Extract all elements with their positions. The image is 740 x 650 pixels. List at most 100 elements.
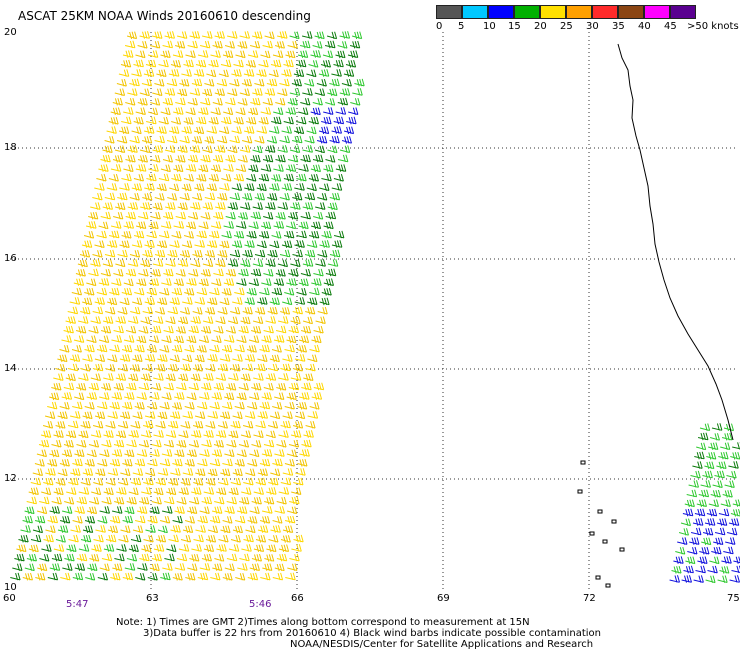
wind-barb	[186, 506, 198, 515]
wind-barb	[130, 306, 141, 315]
wind-barb	[69, 354, 81, 362]
wind-barb	[163, 382, 174, 391]
wind-barb	[313, 211, 324, 220]
wind-barb	[51, 553, 63, 562]
wind-barb	[139, 496, 150, 505]
wind-barb	[142, 363, 153, 372]
wind-barb	[265, 373, 277, 381]
wind-barb	[43, 534, 54, 543]
wind-barb	[154, 78, 165, 87]
wind-barb	[215, 316, 226, 325]
wind-barb	[206, 69, 217, 78]
wind-barb	[110, 221, 122, 229]
wind-barb	[30, 534, 42, 543]
wind-barb	[305, 420, 316, 429]
wind-barb	[278, 373, 289, 381]
wind-barb	[224, 392, 235, 401]
wind-barb	[155, 534, 167, 543]
wind-barb	[273, 221, 285, 229]
wind-barb	[198, 278, 209, 287]
wind-barb	[323, 164, 334, 173]
wind-barb	[122, 572, 134, 581]
wind-barb	[234, 344, 245, 353]
wind-barb	[284, 458, 295, 467]
wind-barb	[92, 249, 103, 258]
wind-barb	[272, 572, 284, 581]
wind-barb	[265, 430, 276, 439]
wind-barb	[168, 534, 179, 543]
wind-barb	[220, 59, 232, 68]
wind-barb	[248, 164, 259, 173]
wind-barb	[105, 306, 116, 315]
wind-barb	[105, 534, 117, 543]
wind-barb	[311, 335, 322, 344]
wind-barb	[228, 373, 239, 381]
wind-barb	[135, 107, 146, 115]
wind-barb	[178, 544, 190, 552]
wind-barb	[132, 297, 143, 306]
wind-barb	[153, 544, 165, 552]
wind-barb	[226, 439, 237, 448]
wind-barb	[96, 173, 107, 182]
wind-barb	[242, 306, 253, 315]
wind-barb	[70, 525, 81, 533]
wind-barb	[111, 392, 123, 400]
wind-barb	[219, 240, 230, 249]
wind-barb	[80, 306, 91, 315]
wind-barb	[251, 31, 263, 39]
wind-barb	[163, 211, 174, 220]
wind-barb	[681, 575, 692, 583]
wind-barb	[167, 363, 179, 372]
wind-barb	[104, 192, 116, 201]
wind-barb	[200, 154, 211, 163]
wind-barb	[198, 107, 209, 115]
wind-barb	[211, 392, 223, 400]
wind-barb	[216, 78, 228, 87]
wind-barb	[187, 154, 199, 163]
wind-barb	[272, 516, 283, 524]
legend-swatch-5	[566, 5, 592, 19]
wind-barb	[92, 192, 103, 201]
wind-barb	[213, 382, 225, 391]
wind-barb	[102, 316, 114, 324]
wind-barb	[22, 572, 33, 581]
wind-barb	[179, 249, 191, 258]
wind-barb	[189, 31, 201, 39]
wind-barb	[148, 164, 159, 172]
wind-barb	[276, 439, 287, 448]
wind-barb	[287, 40, 298, 49]
wind-barb	[228, 430, 239, 439]
wind-barb	[261, 506, 273, 514]
wind-barb	[110, 164, 122, 172]
wind-barb	[239, 145, 251, 153]
island	[597, 509, 603, 514]
wind-barb	[263, 325, 274, 334]
wind-barb	[263, 268, 274, 277]
wind-barb	[118, 534, 129, 543]
wind-barb	[115, 316, 126, 324]
wind-barb	[190, 373, 201, 382]
wind-barb	[134, 287, 145, 296]
wind-barb	[702, 527, 714, 536]
wind-barb	[717, 575, 728, 583]
wind-barb	[10, 572, 21, 581]
legend-label: >50 knots	[687, 21, 739, 32]
wind-barb	[718, 508, 730, 517]
wind-barb	[162, 563, 173, 571]
wind-barb	[244, 354, 256, 362]
wind-barb	[282, 525, 294, 534]
lon-label: 60	[3, 593, 16, 604]
wind-barb	[286, 335, 297, 344]
wind-barb	[698, 489, 710, 498]
wind-barb	[277, 316, 289, 324]
wind-barb	[72, 572, 84, 581]
wind-barb	[110, 107, 121, 116]
wind-barb	[188, 268, 199, 277]
wind-barb	[726, 470, 737, 479]
wind-barb	[274, 41, 285, 49]
wind-barb	[262, 563, 273, 572]
wind-barb	[695, 565, 706, 574]
wind-barb	[215, 430, 227, 438]
wind-barb	[200, 212, 211, 220]
wind-barb	[132, 411, 143, 420]
